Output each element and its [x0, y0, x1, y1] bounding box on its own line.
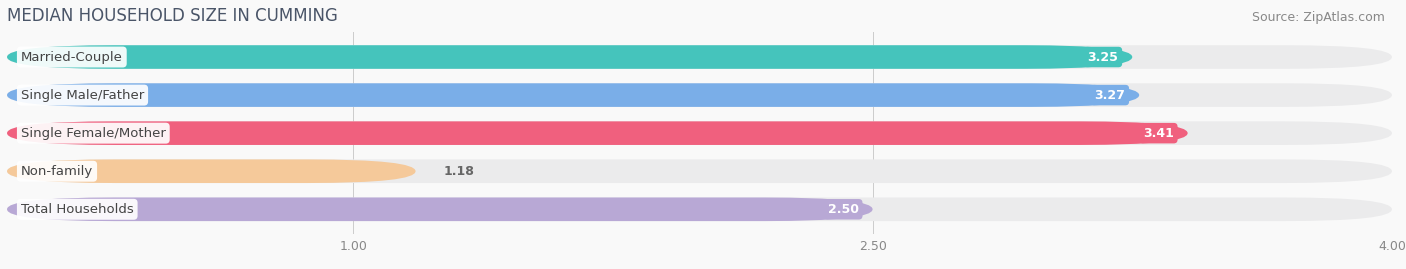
- FancyBboxPatch shape: [7, 83, 1139, 107]
- Text: 3.27: 3.27: [1094, 89, 1125, 102]
- Text: Non-family: Non-family: [21, 165, 93, 178]
- Text: MEDIAN HOUSEHOLD SIZE IN CUMMING: MEDIAN HOUSEHOLD SIZE IN CUMMING: [7, 7, 337, 25]
- FancyBboxPatch shape: [7, 121, 1392, 145]
- Text: 2.50: 2.50: [828, 203, 859, 216]
- FancyBboxPatch shape: [7, 121, 1188, 145]
- FancyBboxPatch shape: [7, 45, 1132, 69]
- Text: 3.25: 3.25: [1088, 51, 1118, 63]
- FancyBboxPatch shape: [7, 160, 416, 183]
- Text: Source: ZipAtlas.com: Source: ZipAtlas.com: [1251, 11, 1385, 24]
- FancyBboxPatch shape: [7, 197, 1392, 221]
- FancyBboxPatch shape: [7, 197, 873, 221]
- FancyBboxPatch shape: [7, 83, 1392, 107]
- FancyBboxPatch shape: [7, 160, 1392, 183]
- Text: Single Male/Father: Single Male/Father: [21, 89, 145, 102]
- Text: 1.18: 1.18: [443, 165, 474, 178]
- Text: 3.41: 3.41: [1143, 127, 1174, 140]
- Text: Total Households: Total Households: [21, 203, 134, 216]
- Text: Married-Couple: Married-Couple: [21, 51, 122, 63]
- Text: Single Female/Mother: Single Female/Mother: [21, 127, 166, 140]
- FancyBboxPatch shape: [7, 45, 1392, 69]
